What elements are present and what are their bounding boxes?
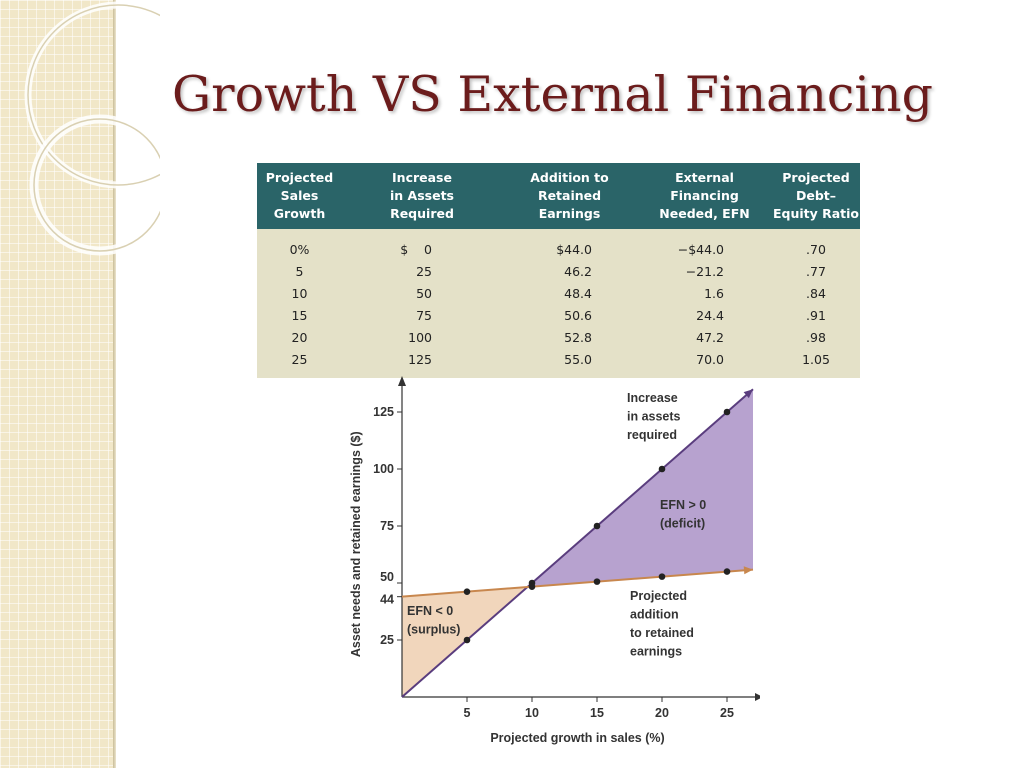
table-cell: 0% <box>289 241 310 257</box>
assets-line <box>401 388 754 698</box>
chart-annotation: to retained <box>630 626 694 640</box>
table-row: 0% $ 0 $44.0 −$44.0 .70 <box>257 238 860 260</box>
table-row: 15 75 50.6 24.4 .91 <box>257 304 860 326</box>
growth-efn-chart: 5 10 15 20 25 25 44 50 75 100 125 Projected growth … <box>349 376 760 745</box>
chart-annotation: (surplus) <box>407 623 460 637</box>
chart-annotation: Projected <box>630 589 687 603</box>
chart-annotation: EFN < 0 <box>407 604 453 618</box>
x-tick-label: 5 <box>464 706 471 720</box>
retained-point <box>528 583 536 590</box>
retained-point <box>593 578 601 585</box>
table-cell: 20 <box>291 329 308 345</box>
x-axis-label: Projected growth in sales (%) <box>490 731 664 745</box>
table-row: 10 50 48.4 1.6 .84 <box>257 282 860 304</box>
table-cell: 25 <box>416 263 432 279</box>
chart-annotation: addition <box>630 608 679 622</box>
efn-data-table: Projected Sales Growth Increase in Asset… <box>257 163 860 378</box>
assets-line-arrow <box>743 389 753 399</box>
x-tick-label: 25 <box>720 706 734 720</box>
y-tick-label: 75 <box>380 519 394 533</box>
header-debt-equity: Projected Debt– Equity Ratio <box>772 170 860 221</box>
table-cell: 5 <box>295 263 304 279</box>
x-tick-label: 10 <box>525 706 539 720</box>
table-cell: 125 <box>408 351 432 367</box>
table-row: 25 125 55.0 70.0 1.05 <box>257 348 860 370</box>
table-row: 20 100 52.8 47.2 .98 <box>257 326 860 348</box>
retained-point <box>723 568 731 575</box>
table-cell: $44.0 <box>556 241 592 257</box>
assets-point <box>723 408 731 416</box>
assets-point <box>593 522 601 530</box>
table-cell: 48.4 <box>564 285 592 301</box>
side-strip-edge <box>113 0 116 768</box>
table-cell: 50.6 <box>564 307 592 323</box>
x-tick-label: 15 <box>590 706 604 720</box>
decorative-rings <box>24 1 160 256</box>
table-cell: .91 <box>806 307 826 323</box>
table-cell: 1.6 <box>704 285 724 301</box>
header-retained-earnings: Addition to Retained Earnings <box>530 170 609 221</box>
table-cell: 55.0 <box>564 351 592 367</box>
table-cell: 70.0 <box>696 351 724 367</box>
y-axis-label: Asset needs and retained earnings ($) <box>349 431 363 657</box>
table-cell: 52.8 <box>564 329 592 345</box>
table-cell: 50 <box>416 285 432 301</box>
table-cell: 25 <box>291 351 308 367</box>
header-increase-assets: Increase in Assets Required <box>390 170 454 221</box>
table-body: 0% $ 0 $44.0 −$44.0 .70 5 25 46.2 −21.2 … <box>257 229 860 378</box>
table-cell: 47.2 <box>696 329 724 345</box>
y-axis-arrow <box>398 376 406 386</box>
table-cell: .98 <box>806 329 826 345</box>
y-tick-label: 25 <box>380 633 394 647</box>
table-cell: −$44.0 <box>677 241 724 257</box>
chart-annotation: required <box>627 428 677 442</box>
table-cell: 24.4 <box>696 307 724 323</box>
x-axis-arrow <box>755 693 760 701</box>
chart-annotation: EFN > 0 <box>660 498 706 512</box>
decorative-side-strip <box>0 0 113 768</box>
table-cell: .70 <box>806 241 826 257</box>
y-tick-label: 44 <box>380 593 394 607</box>
retained-earnings-line-arrow <box>743 566 753 575</box>
chart-annotation: earnings <box>630 645 682 659</box>
retained-point <box>463 588 471 595</box>
header-sales-growth: Projected Sales Growth <box>265 170 334 221</box>
table-cell: $ 0 <box>400 241 432 257</box>
table-cell: .84 <box>806 285 826 301</box>
y-tick-label: 100 <box>373 462 394 476</box>
table-cell: 10 <box>291 285 308 301</box>
assets-point <box>658 465 666 473</box>
x-tick-label: 20 <box>655 706 669 720</box>
assets-point <box>463 636 471 644</box>
table-cell: .77 <box>806 263 826 279</box>
retained-point <box>658 573 666 580</box>
chart-annotation: in assets <box>627 410 681 424</box>
table-header-row: Projected Sales Growth Increase in Asset… <box>257 163 860 229</box>
table-cell: 1.05 <box>802 351 830 367</box>
y-tick-label: 50 <box>380 570 394 584</box>
retained-earnings-line <box>401 568 754 598</box>
chart-annotation: (deficit) <box>660 517 705 531</box>
table-cell: 15 <box>291 307 308 323</box>
table-cell: 100 <box>408 329 432 345</box>
chart-annotation: Increase <box>627 391 678 405</box>
table-cell: 46.2 <box>564 263 592 279</box>
table-cell: −21.2 <box>685 263 724 279</box>
table-cell: 75 <box>416 307 432 323</box>
y-tick-label: 125 <box>373 405 394 419</box>
slide-title: Growth VS External Financing <box>172 66 933 123</box>
header-efn: External Financing Needed, EFN <box>659 170 750 221</box>
table-row: 5 25 46.2 −21.2 .77 <box>257 260 860 282</box>
